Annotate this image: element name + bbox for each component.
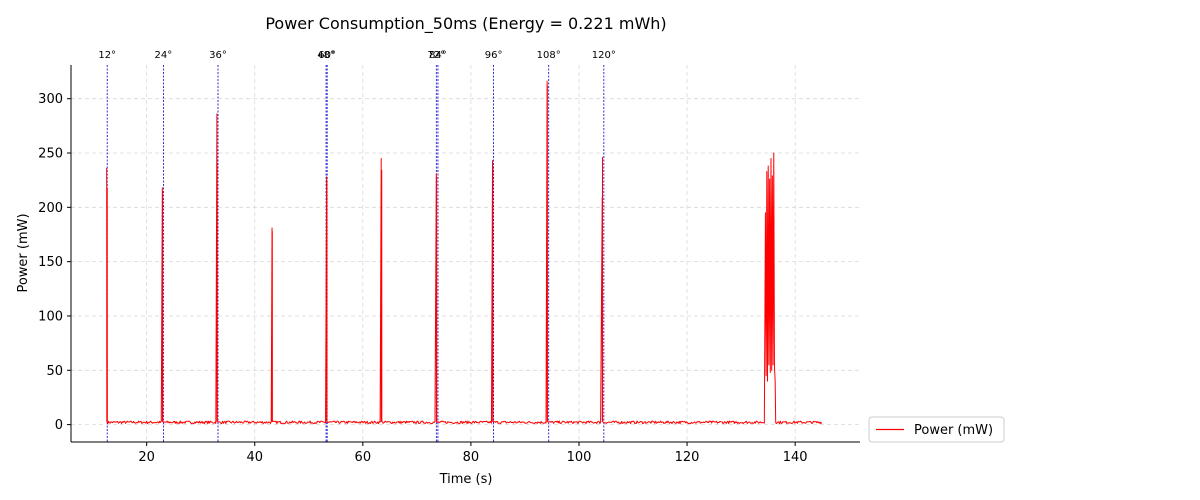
angle-marker-label-5: 72° <box>427 50 445 61</box>
y-tick-label-4: 200 <box>38 201 63 216</box>
y-tick-label-6: 300 <box>38 92 63 107</box>
x-tick-label-2: 60 <box>355 450 372 465</box>
angle-marker-label-3: 48° <box>317 50 335 61</box>
chart-title: Power Consumption_50ms (Energy = 0.221 m… <box>265 14 666 34</box>
y-tick-label-2: 100 <box>38 309 63 324</box>
y-tick-label-0: 0 <box>55 418 63 433</box>
series-line-0 <box>106 80 823 425</box>
y-axis-ticks: 0 50 100 150 200 250 300 <box>38 92 71 433</box>
x-tick-label-6: 140 <box>783 450 808 465</box>
series-layer <box>106 80 823 425</box>
x-tick-label-4: 100 <box>567 450 592 465</box>
legend-label: Power (mW) <box>914 423 993 438</box>
y-tick-label-3: 150 <box>38 255 63 270</box>
angle-marker-label-2: 36° <box>209 50 227 61</box>
x-tick-label-3: 80 <box>463 450 480 465</box>
y-tick-label-5: 250 <box>38 147 63 162</box>
angle-marker-label-0: 12° <box>98 50 116 61</box>
x-tick-label-0: 20 <box>138 450 155 465</box>
legend: Power (mW) <box>868 416 1005 443</box>
angle-marker-label-7: 96° <box>485 50 503 61</box>
y-axis-label: Power (mW) <box>16 213 31 292</box>
angle-markers: 12° 24° 36° 48°60° 72°84° 96° 108° 120° <box>98 50 616 442</box>
angle-marker-label-1: 24° <box>155 50 173 61</box>
x-axis-ticks: 20 40 60 80 100 120 140 <box>138 442 808 465</box>
x-tick-label-5: 120 <box>675 450 700 465</box>
angle-marker-label-6: 84° <box>429 50 447 61</box>
angle-marker-label-4: 60° <box>318 50 336 61</box>
angle-marker-label-8: 108° <box>537 50 561 61</box>
x-axis-label: Time (s) <box>439 472 493 487</box>
angle-marker-label-9: 120° <box>592 50 616 61</box>
grid-lines <box>71 65 860 442</box>
axes <box>70 65 860 443</box>
x-tick-label-1: 40 <box>246 450 263 465</box>
y-tick-label-1: 50 <box>46 364 63 379</box>
legend-box <box>868 416 1005 443</box>
